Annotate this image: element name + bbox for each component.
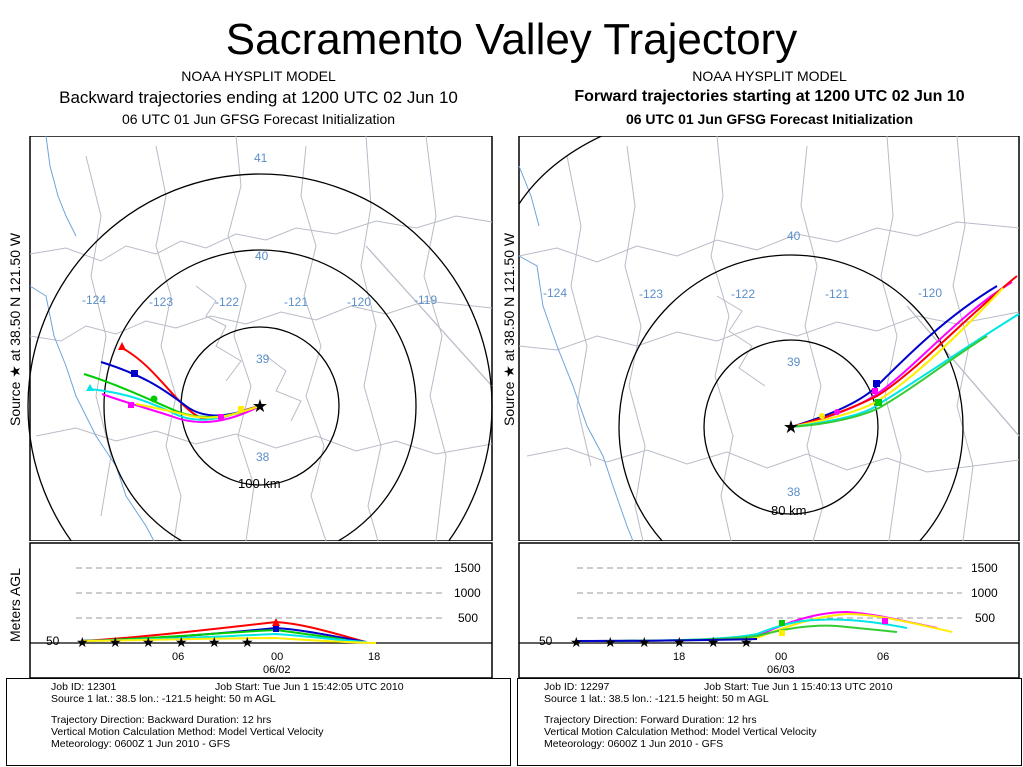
trajectory-markers xyxy=(86,342,244,420)
job-info: Job ID: 12297 Job Start: Tue Jun 1 15:40… xyxy=(517,678,1022,766)
lat-label: 39 xyxy=(256,352,270,366)
panel-subtitle: Forward trajectories starting at 1200 UT… xyxy=(574,88,965,105)
job-info: Job ID: 12301 Job Start: Tue Jun 1 15:42… xyxy=(6,678,511,766)
svg-text:★: ★ xyxy=(673,634,686,650)
time-tick: 00 xyxy=(271,651,283,663)
source-star-icon: ★ xyxy=(252,396,268,416)
svg-text:★: ★ xyxy=(241,634,254,650)
vert-tick: 50 xyxy=(46,634,60,648)
trajectory-direction: Trajectory Direction: Backward Duration:… xyxy=(51,714,272,726)
lat-label: 38 xyxy=(787,485,801,499)
forecast-init: 06 UTC 01 Jun GFSG Forecast Initializati… xyxy=(625,111,914,127)
trajectory-line xyxy=(101,393,261,423)
trajectory-direction: Trajectory Direction: Forward Duration: … xyxy=(544,714,757,726)
trajectory-line xyxy=(790,275,1018,428)
vert-tick: 500 xyxy=(975,611,995,625)
lon-label: -120 xyxy=(347,295,371,309)
lon-label: -120 xyxy=(918,286,942,300)
model-name: NOAA HYSPLIT MODEL xyxy=(692,68,847,84)
lon-label: -124 xyxy=(543,286,567,300)
time-date: 06/02 xyxy=(263,664,291,676)
panel-subtitle: Backward trajectories ending at 1200 UTC… xyxy=(59,88,458,107)
meteorology: Meteorology: 0600Z 1 Jun 2010 - GFS xyxy=(544,738,724,750)
trajectory-line xyxy=(790,335,988,428)
job-start: Job Start: Tue Jun 1 15:40:13 UTC 2010 xyxy=(704,681,893,693)
time-tick: 18 xyxy=(673,651,685,663)
lat-label: 40 xyxy=(255,249,269,263)
backward-trajectory-panel: NOAA HYSPLIT MODEL Backward trajectories… xyxy=(6,66,511,766)
vert-tick: 1500 xyxy=(454,561,481,575)
lon-label: -122 xyxy=(215,295,239,309)
lon-label: -121 xyxy=(825,287,849,301)
vert-star-markers: ★ ★ ★ ★ ★ ★ xyxy=(76,634,254,650)
source-line: Source 1 lat.: 38.5 lon.: -121.5 height:… xyxy=(544,693,769,705)
trajectory-map: -124 -123 -122 -121 -120 40 39 38 ★ 80 k… xyxy=(518,136,1020,541)
model-name: NOAA HYSPLIT MODEL xyxy=(181,68,336,84)
page-title: Sacramento Valley Trajectory xyxy=(225,15,798,64)
svg-text:★: ★ xyxy=(570,634,583,650)
job-id: Job ID: 12297 xyxy=(544,681,610,693)
vertical-method: Vertical Motion Calculation Method: Mode… xyxy=(544,726,817,738)
trajectory-line xyxy=(790,313,1020,428)
forecast-init: 06 UTC 01 Jun GFSG Forecast Initializati… xyxy=(121,111,396,127)
vert-tick: 50 xyxy=(539,634,553,648)
time-tick: 18 xyxy=(368,651,380,663)
lon-label: -119 xyxy=(414,293,437,307)
vertical-profile: Meters AGL 1500 1000 500 50 ★ ★ ★ ★ ★ ★ 06 xyxy=(7,542,493,679)
time-tick: 06 xyxy=(172,651,184,663)
svg-text:★: ★ xyxy=(208,634,221,650)
lon-label: -123 xyxy=(149,295,173,309)
source-axis-label: Source ★ at 38.50 N 121.50 W xyxy=(7,232,23,426)
svg-text:★: ★ xyxy=(604,634,617,650)
svg-text:★: ★ xyxy=(175,634,188,650)
vert-axis-label: Meters AGL xyxy=(7,568,23,642)
source-star-icon: ★ xyxy=(783,417,799,437)
svg-text:★: ★ xyxy=(142,634,155,650)
lon-label: -121 xyxy=(284,295,308,309)
lat-label: 38 xyxy=(256,450,270,464)
vert-tick: 1000 xyxy=(454,586,481,600)
ring-label: 80 km xyxy=(771,503,806,518)
lat-label: 41 xyxy=(254,151,268,165)
source-line: Source 1 lat.: 38.5 lon.: -121.5 height:… xyxy=(51,693,276,705)
vertical-profile: 1500 1000 500 50 ★ ★ ★ ★ ★ ★ 18 00 06 06/03 xyxy=(518,542,1020,679)
svg-text:★: ★ xyxy=(76,634,89,650)
time-tick: 00 xyxy=(775,651,787,663)
trajectory-markers xyxy=(819,380,882,419)
lon-label: -122 xyxy=(731,287,755,301)
svg-text:★: ★ xyxy=(638,634,651,650)
job-id: Job ID: 12301 xyxy=(51,681,117,693)
vertical-method: Vertical Motion Calculation Method: Mode… xyxy=(51,726,324,738)
vert-tick: 1000 xyxy=(971,586,998,600)
ring-label: 100 km xyxy=(238,476,281,491)
lat-label: 40 xyxy=(787,229,801,243)
time-date: 06/03 xyxy=(767,664,795,676)
svg-text:★: ★ xyxy=(707,634,720,650)
vert-star-markers: ★ ★ ★ ★ ★ ★ xyxy=(570,634,753,650)
source-axis-label: Source ★ at 38.50 N 121.50 W xyxy=(501,232,517,426)
svg-text:★: ★ xyxy=(740,634,753,650)
trajectory-line xyxy=(790,287,1004,428)
vert-tick: 1500 xyxy=(971,561,998,575)
lon-label: -124 xyxy=(82,293,106,307)
job-start: Job Start: Tue Jun 1 15:42:05 UTC 2010 xyxy=(215,681,404,693)
source-axis: Source ★ at 38.50 N 121.50 W xyxy=(501,232,517,426)
trajectory-line xyxy=(135,403,261,419)
meteorology: Meteorology: 0600Z 1 Jun 2010 - GFS xyxy=(51,738,231,750)
svg-text:★: ★ xyxy=(109,634,122,650)
forward-trajectory-panel: NOAA HYSPLIT MODEL Forward trajectories … xyxy=(501,66,1022,766)
lon-label: -123 xyxy=(639,287,663,301)
time-tick: 06 xyxy=(877,651,889,663)
trajectory-map: -124 -123 -122 -121 -120 -119 41 40 39 3… xyxy=(7,136,493,541)
lat-label: 39 xyxy=(787,355,801,369)
vert-tick: 500 xyxy=(458,611,478,625)
